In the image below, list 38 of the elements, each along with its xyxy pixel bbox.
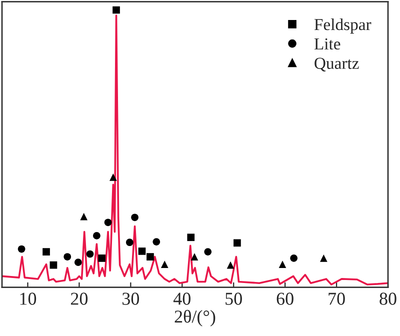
point [80, 212, 88, 220]
x-tick-label: 40 [173, 292, 190, 305]
point [86, 250, 94, 258]
x-tick-label: 80 [380, 292, 396, 305]
legend-label: Lite [314, 38, 340, 50]
point [320, 254, 328, 262]
point [226, 261, 234, 269]
point [112, 6, 120, 14]
point [64, 253, 72, 260]
point [98, 254, 106, 262]
point [152, 238, 160, 246]
point [160, 260, 168, 268]
point [138, 248, 146, 255]
point [50, 261, 58, 269]
x-tick-label: 60 [276, 292, 294, 305]
x-tick-label: 70 [328, 292, 345, 305]
point [234, 239, 241, 247]
legend-label: Feldspar [314, 18, 372, 34]
x-tick-label: 50 [226, 292, 242, 305]
point [187, 234, 195, 242]
point [290, 254, 298, 262]
x-tick-label: 30 [122, 292, 140, 305]
point [204, 248, 212, 256]
point [190, 253, 198, 260]
point [93, 232, 100, 240]
point [42, 248, 50, 256]
x-tick-label: 20 [70, 292, 88, 305]
point [18, 245, 26, 253]
x-axis-title: 2θ/(°) [174, 310, 216, 326]
point [131, 214, 138, 222]
point [74, 258, 82, 266]
point [109, 174, 117, 181]
point [126, 238, 134, 246]
point [146, 253, 154, 260]
point [104, 218, 112, 226]
legend-label: Quartz [314, 58, 359, 72]
x-tick-label: 10 [20, 292, 36, 305]
point [278, 260, 286, 268]
